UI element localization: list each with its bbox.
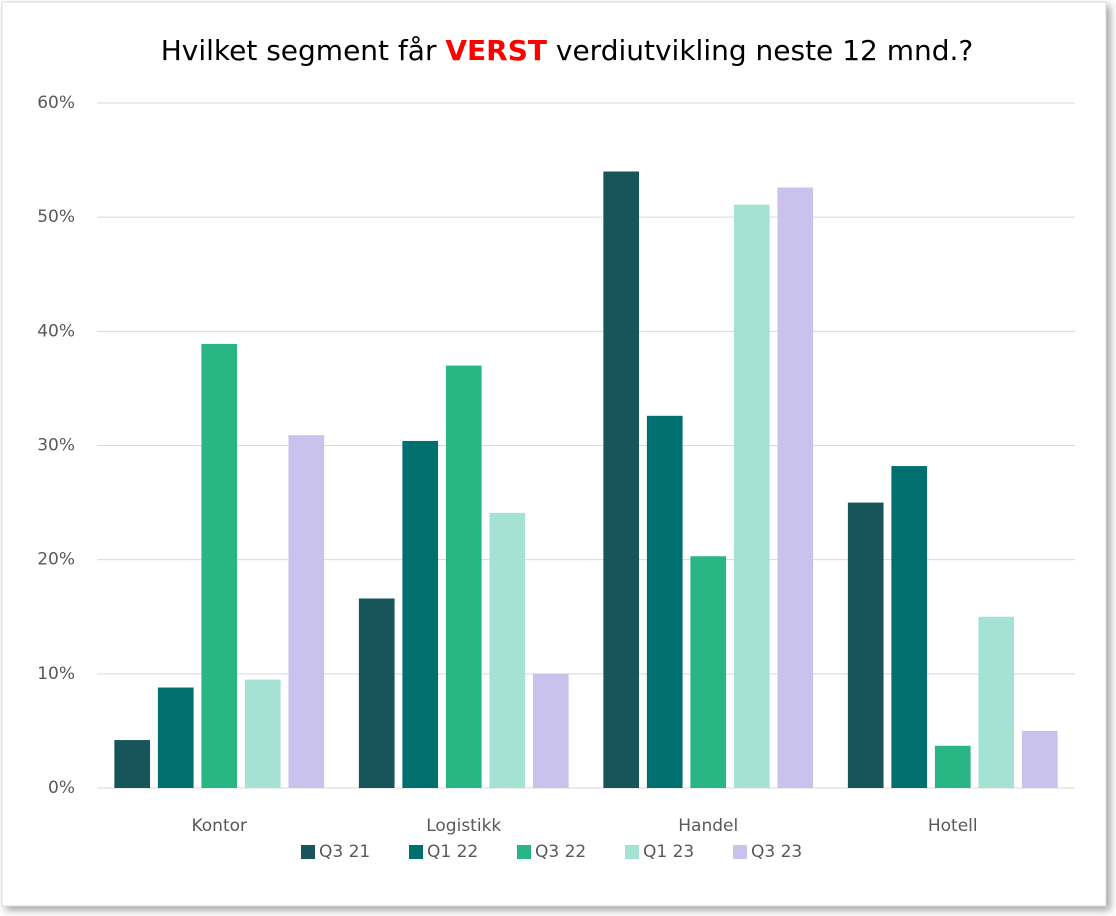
y-tick-label: 60% — [37, 93, 75, 113]
y-tick-label: 40% — [37, 321, 75, 341]
bar — [288, 435, 325, 788]
bar — [978, 616, 1015, 788]
bar — [201, 343, 238, 788]
x-tick-label: Hotell — [928, 816, 978, 836]
bar — [244, 679, 281, 788]
bar — [489, 512, 526, 788]
bar — [532, 673, 569, 788]
legend-label: Q1 22 — [427, 842, 478, 862]
y-tick-label: 10% — [37, 664, 75, 684]
legend-label: Q1 23 — [643, 842, 694, 862]
bar — [402, 440, 439, 788]
legend-label: Q3 21 — [319, 842, 370, 862]
x-tick-label: Kontor — [191, 816, 247, 836]
y-tick-label: 0% — [48, 778, 75, 798]
legend-swatch — [517, 845, 531, 859]
chart-title: Hvilket segment får VERST verdiutvikling… — [161, 34, 974, 67]
x-tick-label: Logistikk — [426, 816, 501, 836]
bar — [934, 745, 971, 788]
legend-swatch — [409, 845, 423, 859]
bar — [733, 204, 770, 788]
bar — [777, 187, 814, 788]
bar — [157, 687, 194, 788]
title-emphasis: VERST — [445, 34, 547, 67]
legend-label: Q3 23 — [751, 842, 802, 862]
bar — [690, 556, 727, 788]
bar — [1021, 730, 1058, 788]
legend-swatch — [625, 845, 639, 859]
y-tick-label: 50% — [37, 207, 75, 227]
bar — [891, 466, 928, 788]
title-text: Hvilket segment får — [161, 34, 446, 67]
bar — [603, 171, 640, 788]
bar — [646, 415, 683, 788]
bar — [445, 365, 482, 788]
title-text: verdiutvikling neste 12 mnd.? — [547, 34, 973, 67]
legend-label: Q3 22 — [535, 842, 586, 862]
legend-swatch — [301, 845, 315, 859]
legend-swatch — [733, 845, 747, 859]
y-tick-label: 20% — [37, 550, 75, 570]
y-tick-label: 30% — [37, 436, 75, 456]
bar — [358, 598, 395, 788]
x-tick-label: Handel — [678, 816, 738, 836]
bar — [114, 740, 151, 788]
bar — [847, 502, 884, 788]
